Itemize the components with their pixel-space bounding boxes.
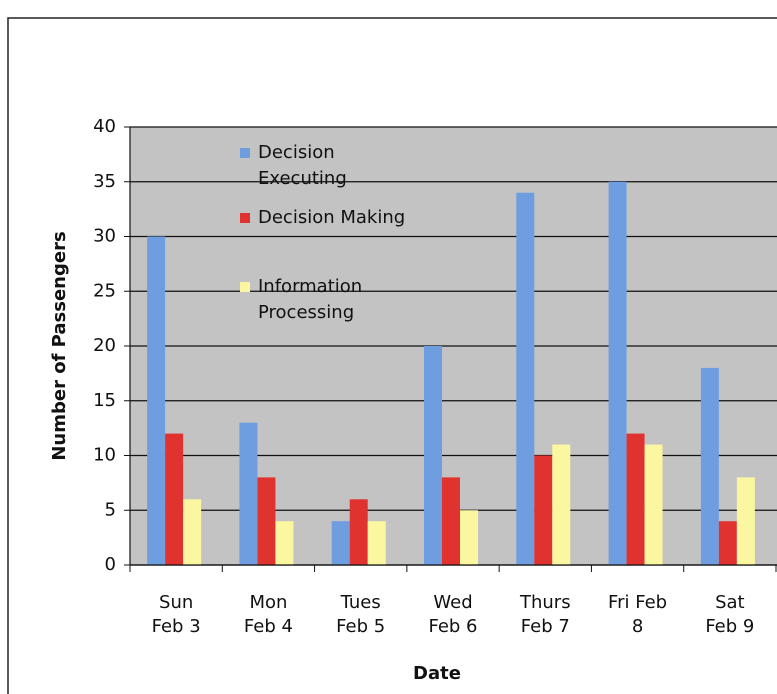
bar	[718, 521, 737, 565]
x-tick-label: Mon Feb 4	[243, 592, 293, 637]
y-tick-label: 10	[93, 445, 116, 466]
bar	[608, 181, 627, 565]
y-tick-label: 20	[93, 335, 116, 356]
y-axis-title: Number of Passengers	[49, 231, 70, 460]
legend-label: Decision Executing	[258, 142, 347, 189]
bar	[275, 521, 294, 565]
bar	[349, 499, 368, 565]
y-tick-label: 30	[93, 226, 116, 247]
y-tick-label: 35	[93, 171, 116, 192]
legend-swatch	[240, 282, 250, 292]
bar	[736, 477, 755, 565]
frame	[7, 17, 777, 694]
bar	[644, 444, 663, 565]
bar	[516, 192, 535, 565]
bar	[367, 521, 386, 565]
legend-label: Decision Making	[258, 207, 406, 228]
y-tick-label: 0	[105, 554, 116, 575]
x-tick-label: Sun Feb 3	[151, 592, 201, 637]
y-tick-label: 5	[105, 499, 116, 520]
x-tick-label: Fri Feb 8	[608, 592, 668, 637]
x-tick-label: Thurs Feb 7	[519, 592, 571, 637]
legend-swatch	[240, 148, 250, 158]
legend-swatch	[240, 213, 250, 223]
bar	[257, 477, 276, 565]
y-tick-label: 25	[93, 280, 116, 301]
bar	[700, 367, 719, 565]
bar	[424, 346, 442, 565]
bar	[147, 236, 166, 565]
legend-label: Information Processing	[258, 276, 363, 323]
y-tick-label: 40	[93, 116, 116, 137]
x-axis-title: Date	[413, 663, 461, 684]
x-tick-label: Tues Feb 5	[336, 592, 386, 637]
x-tick-label: Wed Feb 6	[428, 592, 478, 637]
bar	[183, 499, 202, 565]
bar	[442, 477, 460, 565]
bar	[165, 433, 184, 565]
y-tick-label: 15	[93, 390, 116, 411]
bar	[331, 521, 350, 565]
x-tick-label: Sat Feb 9	[705, 592, 755, 637]
bar	[626, 433, 645, 565]
bar	[460, 510, 478, 565]
bar	[534, 455, 553, 565]
bar	[239, 422, 258, 565]
bar	[552, 444, 571, 565]
